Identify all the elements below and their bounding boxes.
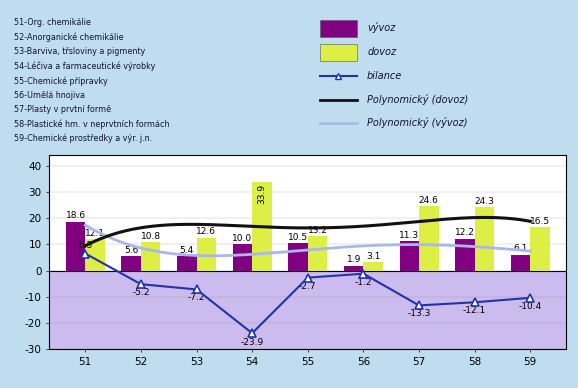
- Bar: [233, 244, 252, 270]
- Text: Polynomický (vývoz): Polynomický (vývoz): [367, 117, 468, 128]
- Text: 53-Barviva, třsloviny a pigmenty: 53-Barviva, třsloviny a pigmenty: [14, 47, 146, 56]
- Text: -7.2: -7.2: [188, 293, 205, 302]
- Text: 11.3: 11.3: [399, 230, 420, 240]
- Text: 5.6: 5.6: [124, 246, 138, 255]
- Bar: [320, 44, 357, 61]
- Text: 10.0: 10.0: [232, 234, 253, 243]
- Text: 33.9: 33.9: [257, 184, 266, 204]
- Text: vývoz: vývoz: [367, 22, 395, 33]
- Bar: [475, 207, 494, 270]
- Text: 5.4: 5.4: [180, 246, 194, 255]
- Bar: [511, 255, 530, 270]
- Text: 16.5: 16.5: [530, 217, 550, 226]
- Text: 6.5: 6.5: [78, 241, 92, 249]
- Text: Polynomický (dovoz): Polynomický (dovoz): [367, 95, 468, 106]
- Bar: [141, 242, 160, 270]
- Text: 59-Chemické prostředky a výr. j.n.: 59-Chemické prostředky a výr. j.n.: [14, 134, 153, 144]
- Text: 3.1: 3.1: [366, 252, 380, 261]
- Bar: [66, 222, 86, 270]
- Bar: [320, 20, 357, 37]
- Text: 12.1: 12.1: [85, 229, 105, 237]
- Text: 6.1: 6.1: [513, 244, 528, 253]
- Text: 57-Plasty v prvtní formě: 57-Plasty v prvtní formě: [14, 105, 112, 114]
- Text: -12.1: -12.1: [463, 306, 486, 315]
- Text: 56-Umělá hnojiva: 56-Umělá hnojiva: [14, 91, 86, 100]
- Text: 10.8: 10.8: [140, 232, 161, 241]
- Text: 13.2: 13.2: [307, 226, 328, 235]
- Text: 12.6: 12.6: [197, 227, 216, 236]
- Text: 10.5: 10.5: [288, 233, 308, 242]
- Text: 58-Plastické hm. v neprvtních formách: 58-Plastické hm. v neprvtních formách: [14, 120, 170, 129]
- Text: 24.6: 24.6: [419, 196, 439, 205]
- Text: -2.7: -2.7: [299, 282, 317, 291]
- Text: 18.6: 18.6: [65, 211, 86, 220]
- Text: 51-Org. chemikálie: 51-Org. chemikálie: [14, 18, 91, 27]
- Text: 54-Léčiva a farmaceutické výrobky: 54-Léčiva a farmaceutické výrobky: [14, 62, 155, 71]
- Bar: [530, 227, 550, 270]
- Text: dovoz: dovoz: [367, 47, 396, 57]
- Bar: [49, 270, 566, 349]
- Text: -23.9: -23.9: [240, 338, 264, 347]
- Bar: [121, 256, 141, 270]
- Text: 24.3: 24.3: [475, 197, 494, 206]
- Bar: [364, 262, 383, 270]
- Text: -10.4: -10.4: [518, 302, 542, 311]
- Text: 55-Chemické přípravky: 55-Chemické přípravky: [14, 76, 108, 86]
- Text: -1.2: -1.2: [355, 278, 372, 287]
- Text: 52-Anorganické chemikálie: 52-Anorganické chemikálie: [14, 33, 124, 42]
- Bar: [177, 256, 197, 270]
- Text: 12.2: 12.2: [455, 228, 475, 237]
- Bar: [288, 243, 307, 270]
- Text: 1.9: 1.9: [346, 255, 361, 264]
- Bar: [419, 206, 439, 270]
- Bar: [344, 265, 364, 270]
- Text: bilance: bilance: [367, 71, 402, 81]
- Bar: [197, 237, 216, 270]
- Bar: [455, 239, 475, 270]
- Bar: [86, 239, 105, 270]
- Bar: [252, 182, 272, 270]
- Text: -5.2: -5.2: [132, 288, 150, 297]
- Bar: [307, 236, 327, 270]
- Bar: [399, 241, 419, 270]
- Text: -13.3: -13.3: [407, 309, 431, 318]
